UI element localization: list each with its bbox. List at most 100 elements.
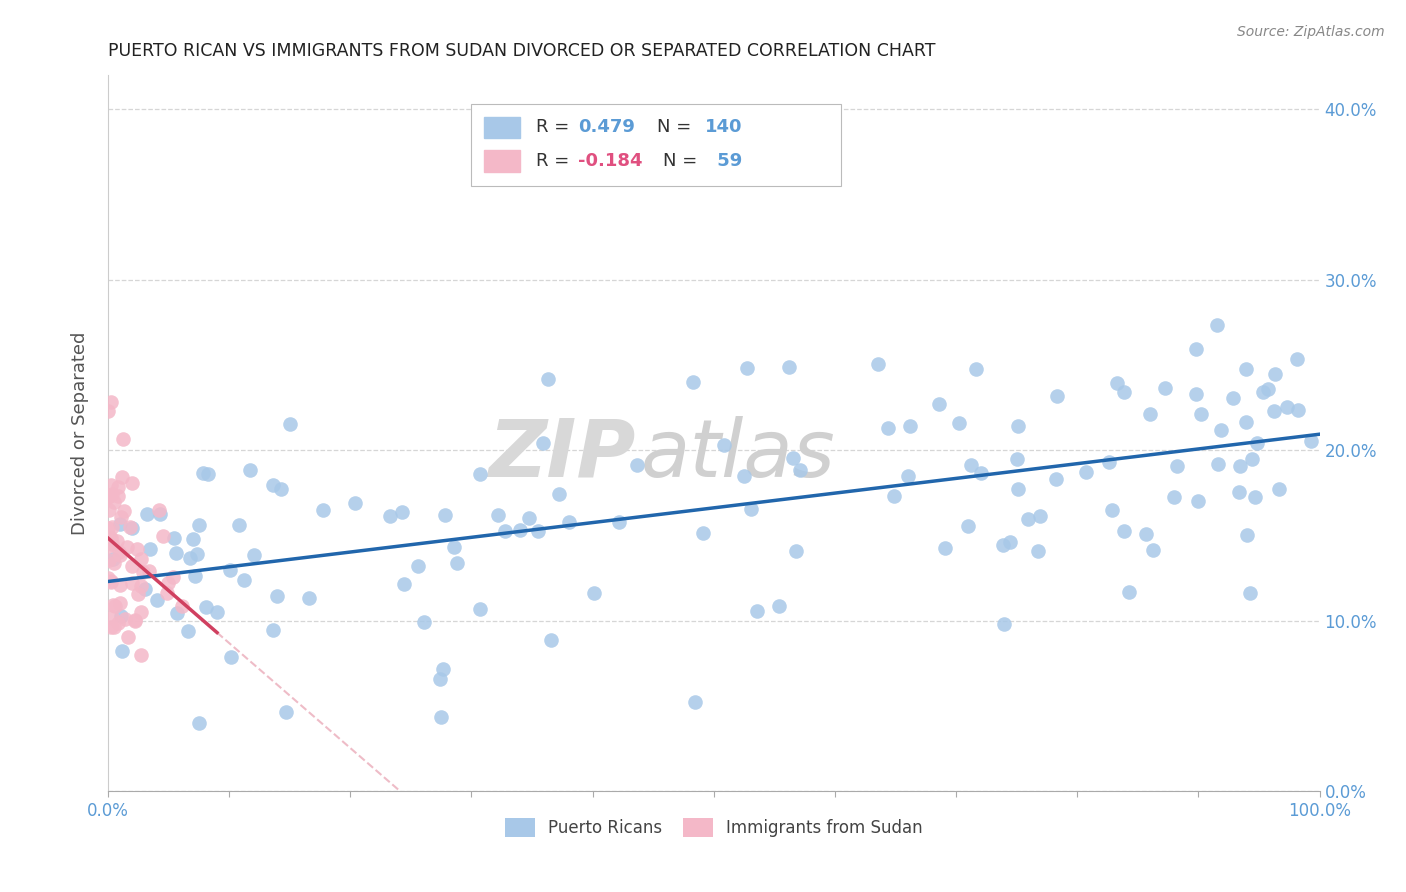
Point: [172, 599, 194, 613]
Point: [531, 436, 554, 450]
Point: [97, 503, 120, 517]
Point: [176, 624, 198, 638]
Point: [111, 644, 134, 658]
Point: [100, 395, 122, 409]
Point: [1045, 472, 1067, 486]
Point: [486, 508, 509, 522]
Point: [494, 524, 516, 539]
Point: [1184, 387, 1206, 401]
Point: [115, 540, 138, 554]
Bar: [484, 117, 520, 138]
Point: [135, 507, 157, 521]
Text: R =: R =: [536, 153, 575, 170]
Point: [1007, 419, 1029, 434]
Point: [262, 478, 284, 492]
Point: [233, 573, 256, 587]
Point: [1229, 458, 1251, 473]
Point: [1227, 485, 1250, 500]
Point: [100, 574, 122, 588]
Point: [957, 519, 980, 533]
Point: [692, 526, 714, 541]
Point: [626, 458, 648, 472]
Point: [1243, 490, 1265, 504]
Point: [101, 610, 124, 624]
Point: [125, 542, 148, 557]
Point: [789, 463, 811, 477]
Point: [607, 516, 630, 530]
Point: [104, 599, 127, 613]
Point: [124, 613, 146, 627]
Point: [97, 540, 120, 554]
Point: [1240, 452, 1263, 467]
Point: [1234, 362, 1257, 376]
Point: [1222, 391, 1244, 405]
Point: [194, 599, 217, 614]
Point: [740, 501, 762, 516]
Point: [266, 589, 288, 603]
Text: 0.479: 0.479: [578, 119, 636, 136]
Point: [103, 620, 125, 634]
Point: [993, 617, 1015, 632]
Point: [1163, 490, 1185, 504]
Y-axis label: Divorced or Separated: Divorced or Separated: [72, 332, 89, 535]
Point: [179, 551, 201, 566]
Point: [1007, 452, 1029, 467]
Point: [131, 648, 153, 662]
Point: [108, 596, 131, 610]
Point: [733, 469, 755, 483]
Point: [1184, 342, 1206, 356]
Point: [103, 556, 125, 570]
Point: [413, 615, 436, 629]
Point: [121, 558, 143, 573]
Point: [1029, 508, 1052, 523]
Point: [117, 630, 139, 644]
Point: [1205, 318, 1227, 332]
Point: [344, 496, 367, 510]
Point: [121, 475, 143, 490]
Point: [406, 559, 429, 574]
Point: [1154, 381, 1177, 395]
Point: [517, 511, 540, 525]
Point: [536, 372, 558, 386]
Point: [165, 546, 187, 560]
Text: 140: 140: [706, 119, 742, 136]
Point: [134, 582, 156, 596]
Point: [184, 569, 207, 583]
Point: [101, 487, 124, 501]
Text: ZIP: ZIP: [488, 416, 636, 493]
Point: [778, 359, 800, 374]
Point: [1112, 524, 1135, 538]
Text: N =: N =: [662, 153, 703, 170]
Point: [583, 586, 606, 600]
Point: [683, 695, 706, 709]
Point: [735, 360, 758, 375]
Point: [768, 599, 790, 613]
Point: [1135, 526, 1157, 541]
Point: [446, 556, 468, 570]
Point: [146, 593, 169, 607]
Point: [433, 508, 456, 522]
Point: [312, 503, 335, 517]
Text: atlas: atlas: [641, 416, 835, 493]
Point: [108, 517, 131, 532]
Point: [278, 417, 301, 431]
Point: [274, 705, 297, 719]
Point: [934, 541, 956, 555]
Point: [101, 552, 124, 566]
Point: [1007, 482, 1029, 496]
Point: [97, 489, 120, 503]
Point: [558, 515, 581, 529]
Point: [139, 542, 162, 557]
Point: [100, 620, 122, 634]
Point: [1026, 544, 1049, 558]
Point: [429, 709, 451, 723]
Point: [101, 537, 124, 551]
Point: [105, 533, 128, 548]
Point: [527, 524, 550, 538]
Point: [112, 504, 135, 518]
Point: [97, 553, 120, 567]
Point: [111, 470, 134, 484]
Point: [107, 480, 129, 494]
Point: [270, 482, 292, 496]
Point: [110, 509, 132, 524]
